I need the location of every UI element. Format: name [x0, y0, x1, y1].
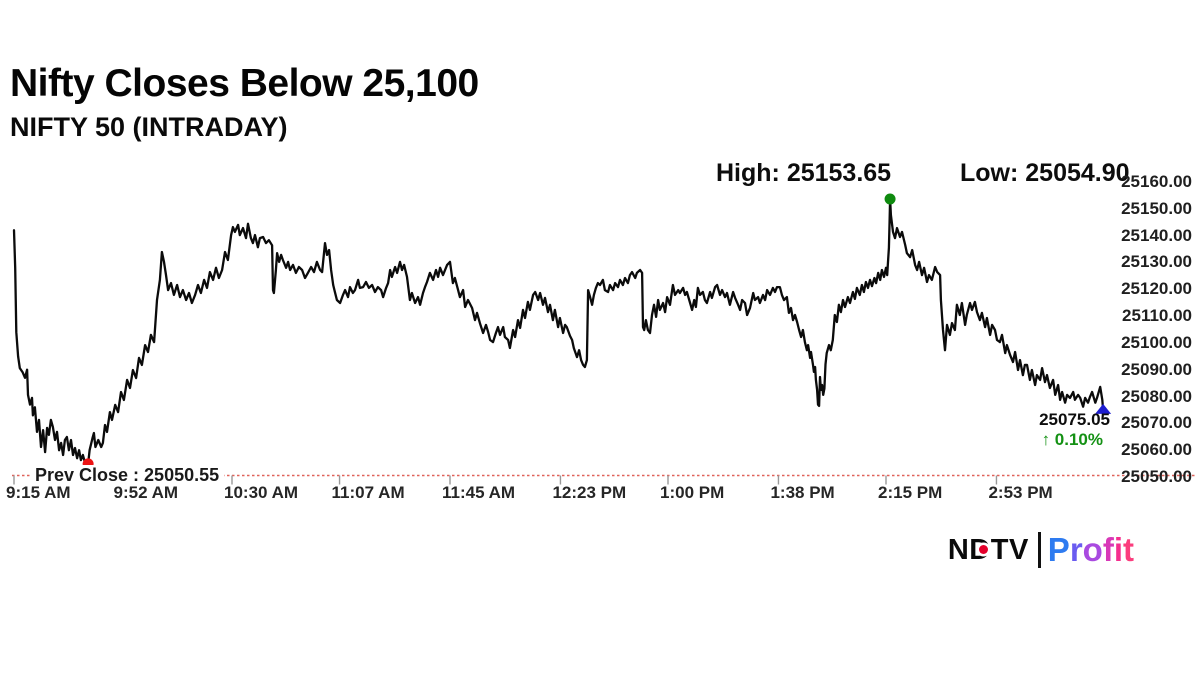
y-axis-label: 25150.00 — [1121, 198, 1192, 218]
prev-close-label: Prev Close : 25050.55 — [30, 465, 225, 486]
logo-separator-bar — [1037, 532, 1041, 568]
y-axis-label: 25140.00 — [1121, 225, 1192, 245]
profit-letter: P — [1047, 531, 1070, 568]
change-percent-text: ↑ 0.10% — [1041, 430, 1103, 449]
y-axis-label: 25070.00 — [1121, 413, 1192, 433]
y-axis-label: 25090.00 — [1121, 359, 1192, 379]
ndtv-wordmark: NDTV — [948, 534, 1029, 567]
y-axis-label: 25100.00 — [1121, 332, 1192, 352]
price-line — [12, 197, 1105, 466]
x-axis-label: 9:52 AM — [113, 483, 179, 502]
x-axis-label: 2:53 PM — [988, 483, 1053, 502]
y-axis-label: 25130.00 — [1121, 252, 1192, 272]
profit-letter: f — [1102, 531, 1114, 568]
x-axis-label: 9:15 AM — [6, 483, 71, 502]
x-axis-label: 2:15 PM — [878, 483, 943, 502]
ndtv-red-dot-icon — [978, 544, 988, 554]
y-axis-label: 25060.00 — [1121, 440, 1192, 460]
y-axis-label: 25110.00 — [1122, 306, 1192, 326]
x-axis-label: 10:30 AM — [224, 483, 299, 502]
ndtv-profit-logo: NDTV Profit — [948, 531, 1134, 569]
y-axis-label: 25160.00 — [1121, 172, 1192, 191]
x-axis-label: 11:45 AM — [442, 483, 516, 502]
profit-letter: i — [1113, 531, 1123, 568]
y-axis-label: 25120.00 — [1121, 279, 1192, 299]
last-price-marker — [1095, 403, 1112, 414]
last-price-text: 25075.05 — [1039, 410, 1110, 429]
profit-wordmark: Profit — [1048, 531, 1134, 569]
profit-letter: t — [1123, 531, 1134, 568]
ndtv-text: NDTV — [947, 533, 1029, 566]
x-axis-label: 1:00 PM — [660, 483, 725, 502]
high-value-text: High: 25153.65 — [716, 159, 892, 187]
high-point-marker — [884, 193, 896, 205]
low-value-text: Low: 25054.90 — [960, 159, 1130, 187]
profit-letter: o — [1082, 531, 1103, 568]
y-axis-label: 25080.00 — [1121, 386, 1192, 406]
x-axis-label: 12:23 PM — [552, 483, 627, 502]
chart-subtitle: NIFTY 50 (INTRADAY) — [10, 112, 288, 142]
x-axis-label: 11:07 AM — [331, 483, 405, 502]
page-title: Nifty Closes Below 25,100 — [10, 62, 479, 105]
y-axis-label: 25050.00 — [1121, 467, 1192, 486]
profit-letter: r — [1069, 531, 1083, 568]
x-axis-label: 1:38 PM — [770, 483, 835, 502]
